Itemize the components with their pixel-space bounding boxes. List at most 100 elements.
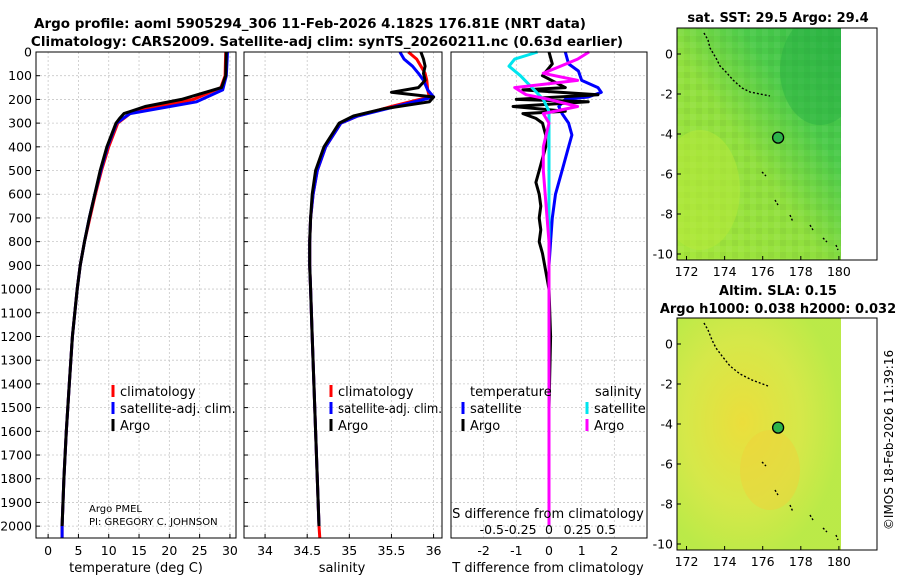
ytick-label: 1200 (0, 329, 32, 344)
map-ytick-label: -4 (661, 417, 674, 432)
xtick-label: 0 (545, 543, 553, 558)
sst-cool-patch (780, 28, 841, 125)
ytick-label: 1500 (0, 400, 32, 415)
map-ytick-label: -2 (661, 377, 673, 392)
difference-axes-frame (450, 51, 648, 539)
secondary-xtick-label: 0.5 (596, 522, 616, 537)
ytick-label: 900 (8, 258, 32, 273)
difference-xlabel-top: S difference from climatology (452, 507, 644, 522)
sst-map-panel: sat. SST: 29.5 Argo: 29.4 172 174 176 178 18… (653, 11, 878, 280)
sla-warm-core (740, 430, 800, 510)
credit-line2: PI: GREGORY C. JOHNSON (89, 517, 218, 528)
temperature-ticks: 0100200300400500600700800900100011001200… (0, 45, 238, 559)
series-salinity-argo (513, 50, 590, 527)
difference-legend: temperature satellite Argo salinity sate… (461, 385, 646, 434)
ytick-label: 1700 (0, 448, 32, 463)
temperature-axes-frame (35, 51, 237, 539)
ytick-label: 1000 (0, 282, 32, 297)
sla-map-blank-strip (841, 318, 877, 550)
legend-satellite-label: satellite-adj. clim. (338, 402, 442, 417)
map-xtick-label: 178 (789, 264, 813, 279)
temperature-series (60, 51, 229, 538)
ytick-label: 100 (8, 68, 32, 83)
ytick-label: 1900 (0, 495, 32, 510)
map-xtick-label: 176 (751, 554, 775, 569)
salinity-axes-frame (243, 51, 443, 539)
ytick-label: 300 (8, 116, 32, 131)
temperature-gridlines (36, 51, 236, 538)
legend-temperature-title: temperature (470, 385, 552, 400)
sst-map-title: sat. SST: 29.5 Argo: 29.4 (687, 11, 868, 26)
salinity-legend: climatology satellite-adj. clim. Argo (329, 385, 442, 434)
sst-warm-patch (677, 130, 740, 250)
salinity-ticks: 34 34.5 35 35.5 36 (244, 51, 442, 558)
map-ytick-label: -6 (661, 457, 674, 472)
sla-map-title-line2: Argo h1000: 0.038 h2000: 0.032 (660, 302, 896, 317)
figure-title-line1: Argo profile: aoml 5905294_306 11-Feb-20… (34, 16, 586, 32)
salinity-series (308, 50, 436, 539)
sst-map-ticks: 172 174 176 178 180 0 -2 -4 -6 -8 -10 (653, 47, 851, 280)
map-ytick-label: -10 (653, 247, 673, 262)
difference-xlabel: T difference from climatology (451, 561, 644, 576)
salinity-xlabel: salinity (319, 561, 366, 576)
xtick-label: 0 (44, 543, 52, 558)
difference-panel: -2 -1 0 1 2 -0.5 -0.25 0 0.25 0.5 S difference fr… (450, 50, 648, 576)
legend-climatology-label: climatology (120, 385, 196, 400)
sst-coastline (703, 32, 839, 251)
series-argo (308, 51, 436, 527)
xtick-label: 2 (610, 543, 618, 558)
sst-argo-marker (771, 131, 785, 144)
secondary-xtick-label: -0.5 (480, 522, 504, 537)
series-climatology (308, 50, 431, 539)
sst-map-blank-strip (841, 28, 877, 260)
legend-argo-label: Argo (338, 419, 368, 434)
imos-timestamp: ©IMOS 18-Feb-2026 11:39:16 (882, 350, 896, 530)
ytick-label: 800 (8, 234, 32, 249)
legend-satellite-label: satellite-adj. clim. (120, 402, 236, 417)
temperature-legend: climatology satellite-adj. clim. Argo (111, 385, 236, 434)
map-xtick-label: 174 (713, 264, 737, 279)
legend-salinity-title: salinity (595, 385, 642, 400)
xtick-label: 20 (161, 543, 177, 558)
legend-s-argo-label: Argo (594, 419, 624, 434)
map-ytick-label: -8 (661, 497, 674, 512)
ytick-label: 1800 (0, 471, 32, 486)
map-ytick-label: -4 (661, 127, 674, 142)
sst-map-frame (676, 27, 878, 261)
legend-t-satellite-label: satellite (470, 402, 522, 417)
difference-series (507, 50, 603, 527)
ytick-label: 200 (8, 92, 32, 107)
map-ytick-label: -10 (653, 537, 673, 552)
legend-climatology-label: climatology (338, 385, 414, 400)
map-ytick-label: 0 (665, 337, 673, 352)
legend-s-satellite-label: satellite (594, 402, 646, 417)
map-xtick-label: 178 (789, 554, 813, 569)
xtick-label: 35 (341, 543, 357, 558)
map-xtick-label: 180 (827, 264, 851, 279)
xtick-label: 36 (426, 543, 442, 558)
ytick-label: 400 (8, 139, 32, 154)
xtick-label: 25 (192, 543, 208, 558)
xtick-label: 35.5 (378, 543, 406, 558)
xtick-label: 5 (74, 543, 82, 558)
salinity-panel: 34 34.5 35 35.5 36 salinity climatology sate… (243, 50, 443, 576)
series-climatology (60, 51, 228, 538)
series-satellite-adj-clim- (60, 51, 229, 538)
map-xtick-label: 172 (675, 554, 699, 569)
xtick-label: -1 (510, 543, 522, 558)
credit-line1: Argo PMEL (89, 504, 142, 515)
sla-map-panel: Altim. SLA: 0.15 Argo h1000: 0.038 h2000… (653, 284, 897, 569)
ytick-label: 500 (8, 163, 32, 178)
map-ytick-label: -6 (661, 167, 674, 182)
map-xtick-label: 176 (751, 264, 775, 279)
ytick-label: 2000 (0, 519, 32, 534)
xtick-label: 1 (578, 543, 586, 558)
sla-map-title-line1: Altim. SLA: 0.15 (719, 284, 837, 299)
map-ytick-label: 0 (665, 47, 673, 62)
salinity-gridlines (244, 51, 442, 538)
sla-map-frame (676, 317, 878, 551)
difference-ticks: -2 -1 0 1 2 -0.5 -0.25 0 0.25 0.5 (477, 522, 618, 558)
sla-coastline (703, 322, 839, 541)
map-xtick-label: 180 (827, 554, 851, 569)
